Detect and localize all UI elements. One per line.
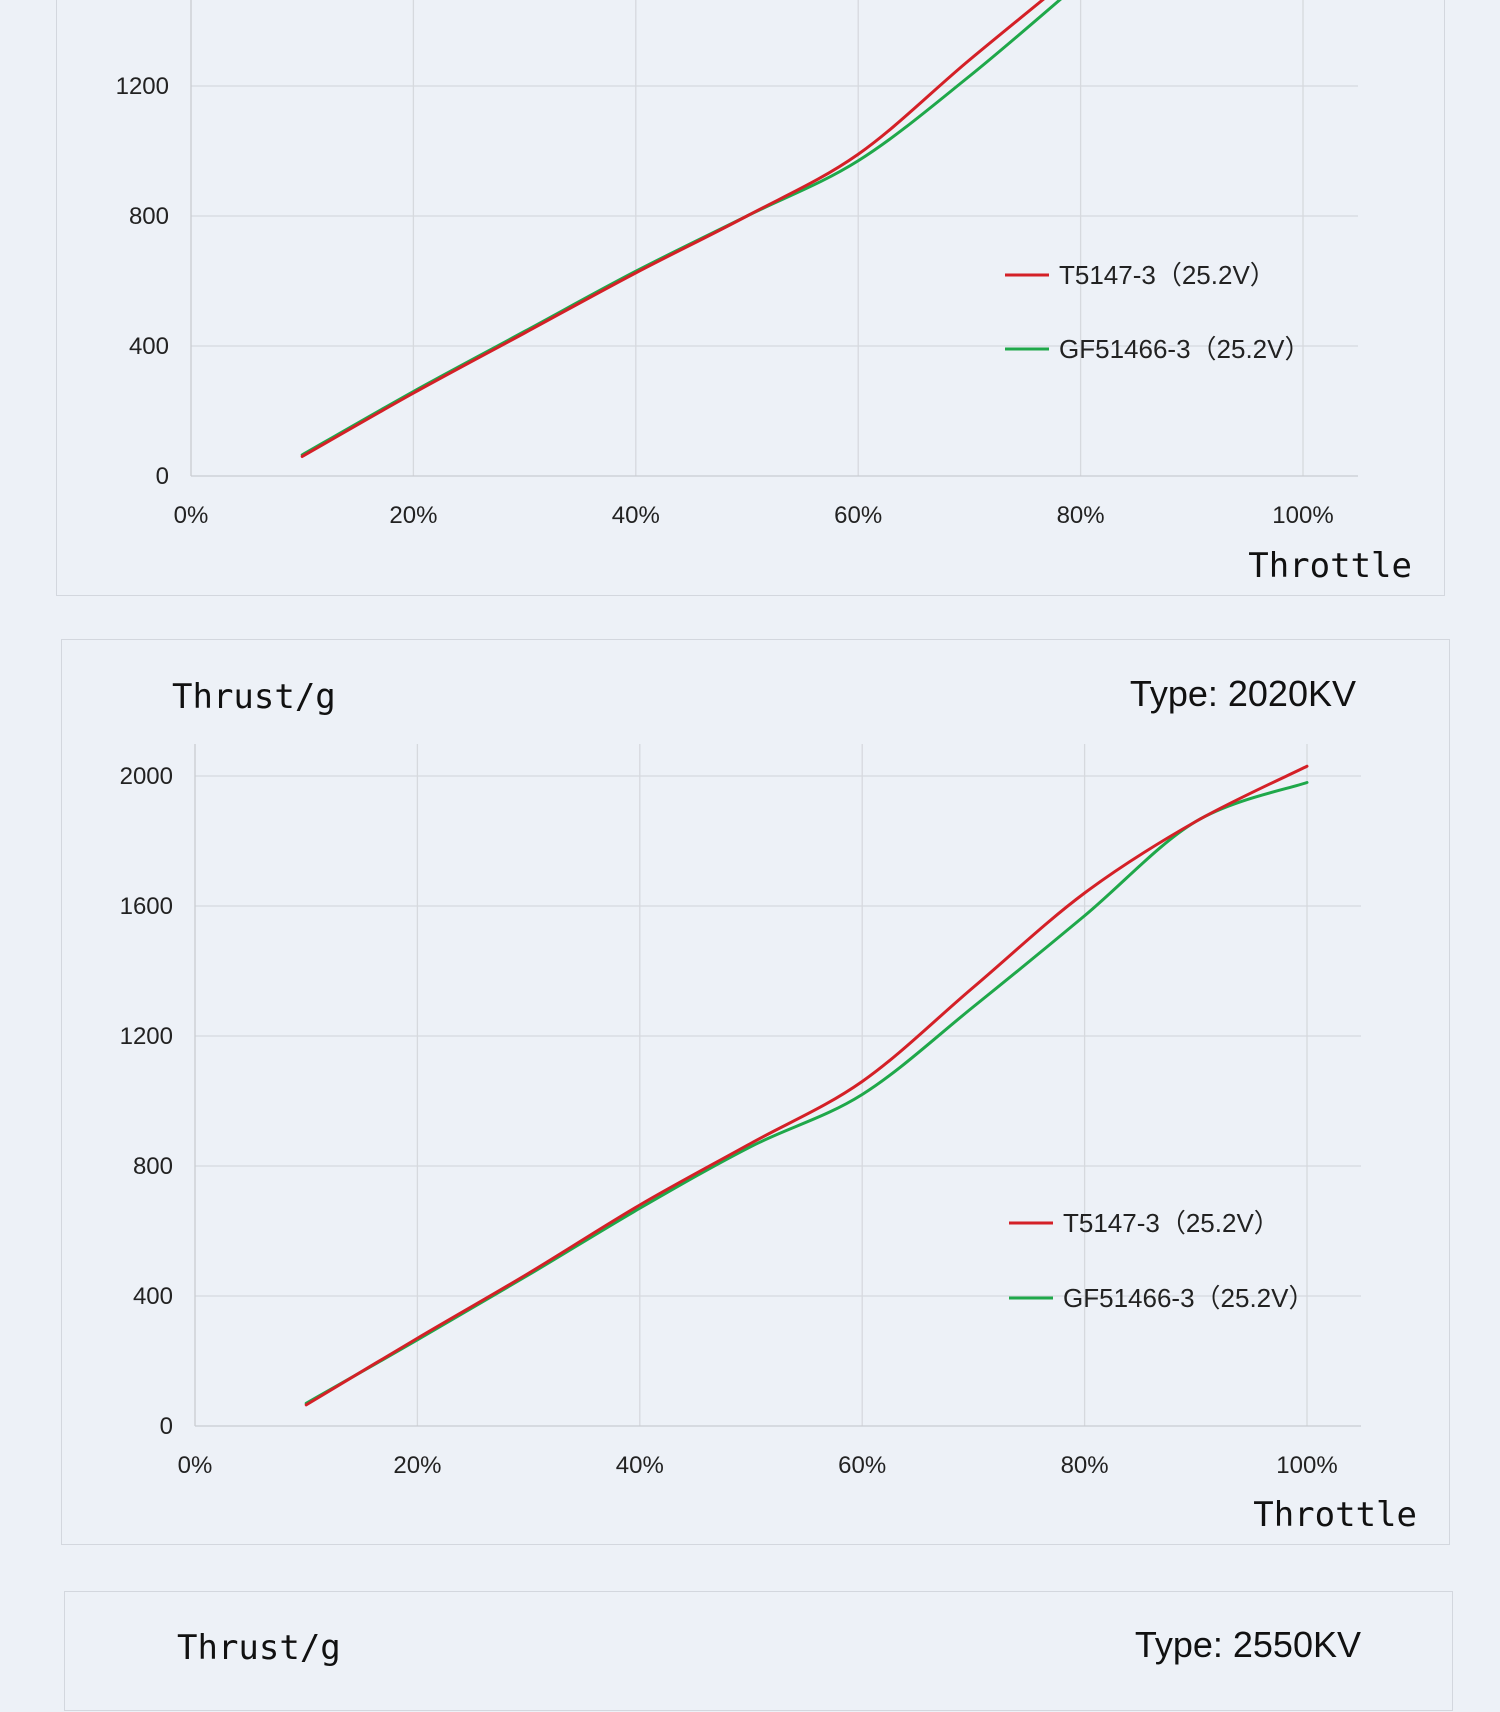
series-line-red: [304, 764, 1309, 1407]
x-tick-label: 20%: [393, 1452, 441, 1479]
x-axis-title: Throttle: [1253, 1495, 1417, 1535]
series-line-green: [300, 0, 1062, 457]
chart-panel-2020kv: 0 400 800 1200 1600 2000 0% 20% 40% 60% 80% 100% T51…: [61, 639, 1450, 1545]
legend-entry: T5147-3（25.2V）: [1059, 260, 1276, 290]
x-tick-label: 0%: [178, 1452, 213, 1479]
legend-entry: GF51466-3（25.2V）: [1063, 1283, 1314, 1313]
y-tick-label: 400: [129, 333, 169, 360]
x-tick-label: 80%: [1057, 502, 1105, 529]
y-axis-title: Thrust/g: [177, 1628, 341, 1668]
type-label: Type: 2550KV: [1135, 1624, 1361, 1665]
y-tick-label: 1600: [120, 893, 173, 920]
x-tick-label: 0%: [174, 502, 209, 529]
series-line-red: [300, 0, 1045, 458]
x-tick-label: 60%: [838, 1452, 886, 1479]
y-axis-title: Thrust/g: [172, 677, 336, 717]
x-axis-title: Throttle: [1248, 546, 1412, 586]
x-tick-label: 20%: [389, 502, 437, 529]
x-tick-label: 100%: [1276, 1452, 1337, 1479]
x-tick-label: 100%: [1272, 502, 1333, 529]
x-tick-label: 80%: [1061, 1452, 1109, 1479]
y-tick-label: 1200: [120, 1023, 173, 1050]
type-label: Type: 2020KV: [1130, 673, 1356, 714]
chart-panel-top: 0 400 800 1200 0% 20% 40% 60% 80% 100% T5147-3（25.…: [56, 0, 1445, 596]
thrust-chart-top: 0 400 800 1200 0% 20% 40% 60% 80% 100% T5147-3（25.…: [116, 0, 1412, 586]
y-tick-label: 400: [133, 1283, 173, 1310]
y-tick-label: 1200: [116, 73, 169, 100]
y-tick-label: 800: [133, 1153, 173, 1180]
thrust-chart-2550kv: Thrust/g Type: 2550KV: [177, 1624, 1361, 1668]
x-tick-label: 60%: [834, 502, 882, 529]
y-tick-label: 0: [160, 1413, 173, 1440]
legend-entry: GF51466-3（25.2V）: [1059, 334, 1310, 364]
chart-panel-2550kv: Thrust/g Type: 2550KV: [64, 1591, 1453, 1711]
y-tick-label: 0: [156, 463, 169, 490]
thrust-chart-2020kv: 0 400 800 1200 1600 2000 0% 20% 40% 60% 80% 100% T51…: [120, 673, 1417, 1535]
x-tick-label: 40%: [616, 1452, 664, 1479]
y-tick-label: 2000: [120, 763, 173, 790]
x-tick-label: 40%: [612, 502, 660, 529]
y-tick-label: 800: [129, 203, 169, 230]
legend-entry: T5147-3（25.2V）: [1063, 1208, 1280, 1238]
